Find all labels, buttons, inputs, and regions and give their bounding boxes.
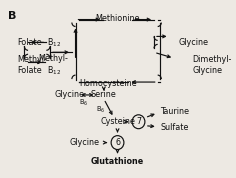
Text: Homocysteine: Homocysteine [80, 78, 137, 88]
Text: Glycine: Glycine [179, 38, 209, 47]
Text: Glycine: Glycine [54, 90, 84, 100]
Text: Methyl-
Folate: Methyl- Folate [17, 56, 47, 75]
Text: Taurine: Taurine [160, 107, 190, 116]
Text: B: B [8, 11, 16, 21]
Text: Sulfate: Sulfate [160, 123, 189, 132]
Text: 7: 7 [136, 117, 141, 126]
Text: Folate: Folate [17, 38, 42, 47]
Text: Dimethyl-
Glycine: Dimethyl- Glycine [192, 56, 232, 75]
Text: B$_6$: B$_6$ [79, 98, 88, 108]
Text: Glycine: Glycine [69, 138, 99, 147]
Text: 6: 6 [115, 138, 120, 147]
Text: Cysteine: Cysteine [100, 117, 135, 126]
Text: Methionine: Methionine [95, 14, 140, 23]
Text: B$_6$: B$_6$ [96, 105, 106, 115]
Text: Glutathione: Glutathione [91, 157, 144, 166]
Text: Methyl-
B$_{12}$: Methyl- B$_{12}$ [39, 54, 69, 77]
Text: Serine: Serine [91, 90, 117, 100]
Text: B$_{12}$: B$_{12}$ [46, 36, 61, 49]
